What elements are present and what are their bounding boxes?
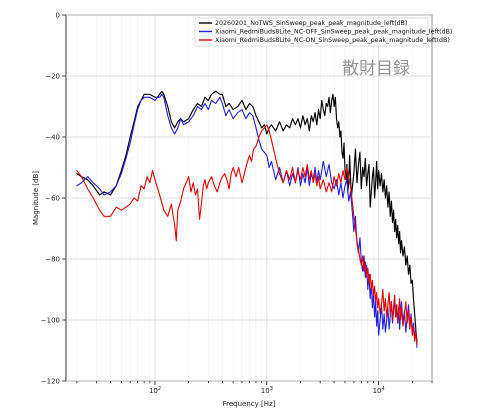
- y-tick-label: −80: [45, 255, 60, 263]
- watermark: 散財目録: [342, 59, 410, 79]
- y-axis-label: Magnitude [dB]: [32, 171, 40, 225]
- x-axis-label: Frequency [Hz]: [223, 400, 276, 408]
- legend: 20260201_NoTWS_SinSweep_peak_peak_magnit…: [194, 17, 452, 47]
- nc-on-series-line: [76, 124, 418, 345]
- y-tick-label: −20: [45, 72, 60, 80]
- x-tick-exponent: 3: [270, 386, 273, 392]
- x-tick-label: 102: [149, 386, 161, 395]
- x-tick-exponent: 2: [158, 386, 161, 392]
- x-tick-base: 10: [261, 387, 270, 395]
- x-tick-label: 103: [261, 386, 273, 395]
- series-layer: [76, 90, 418, 348]
- y-tick-label: −120: [41, 377, 60, 385]
- legend-label-nc-off: Xiaomi_RedmiBuds8Lite_NC-OFF_SinSweep_pe…: [215, 29, 452, 36]
- x-tick-base: 10: [149, 387, 158, 395]
- y-tick-label: −100: [41, 316, 60, 324]
- grid-layer: [66, 14, 433, 382]
- y-tick-label: −40: [45, 133, 60, 141]
- legend-label-nc-on: Xiaomi_RedmiBuds8Lite_NC-ON_SinSweep_pea…: [215, 37, 450, 44]
- legend-label-no-tws: 20260201_NoTWS_SinSweep_peak_peak_magnit…: [215, 20, 407, 27]
- plot-area: [65, 14, 433, 382]
- x-tick-base: 10: [373, 387, 382, 395]
- legend-box: [194, 17, 429, 47]
- x-tick-label: 104: [373, 386, 385, 395]
- x-tick-exponent: 4: [382, 386, 385, 392]
- y-tick-label: 0: [56, 11, 60, 19]
- y-tick-label: −60: [45, 194, 60, 202]
